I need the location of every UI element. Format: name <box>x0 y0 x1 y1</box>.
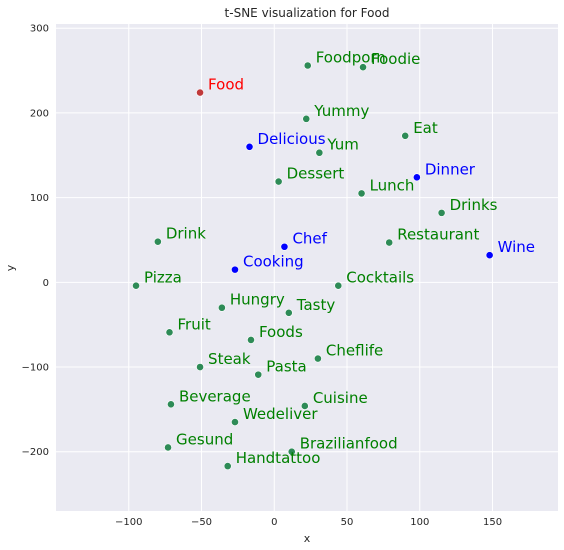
data-point-tasty <box>284 308 293 317</box>
data-point-foodie <box>359 63 367 72</box>
data-point-hungry <box>217 303 226 312</box>
point-label-dinner: Dinner <box>425 160 476 178</box>
y-tick-label: 300 <box>30 24 49 35</box>
data-point-yummy <box>302 114 311 123</box>
point-label-restaurant: Restaurant <box>397 226 479 244</box>
x-tick-label: −100 <box>115 517 142 528</box>
chart-title: t-SNE visualization for Food <box>225 6 390 20</box>
data-point-lunch <box>357 189 366 198</box>
y-tick-label: −200 <box>22 447 49 458</box>
x-tick-label: 0 <box>271 517 277 528</box>
x-tick-labels: −100 −50 0 50 100 150 <box>115 517 502 528</box>
point-label-cocktails: Cocktails <box>346 269 414 287</box>
data-point-foodporn <box>303 61 312 70</box>
data-point-cocktails <box>334 281 343 290</box>
data-point-eat <box>401 131 410 140</box>
point-label-foodie: Foodie <box>371 50 420 68</box>
data-point-gesund <box>164 443 172 452</box>
point-label-handtattoo: Handtattoo <box>236 449 321 467</box>
point-label-cheflife: Cheflife <box>326 342 383 360</box>
x-axis-label: x <box>304 532 311 545</box>
data-point-foods <box>247 336 255 344</box>
data-point-restaurant <box>385 238 394 247</box>
point-label-gesund: Gesund <box>176 430 233 448</box>
point-label-wedeliver: Wedeliver <box>243 405 318 423</box>
data-point-brazilianfood <box>287 447 296 456</box>
point-label-steak: Steak <box>208 350 251 368</box>
point-label-hungry: Hungry <box>230 291 285 309</box>
x-tick-label: 150 <box>483 517 502 528</box>
data-point-pasta <box>254 370 263 379</box>
data-point-fruit <box>165 328 174 337</box>
data-points <box>132 61 494 471</box>
grid <box>56 24 558 511</box>
data-point-cooking <box>231 265 239 274</box>
data-point-dinner <box>412 173 421 182</box>
point-label-tasty: Tasty <box>296 296 336 314</box>
point-label-drinks: Drinks <box>450 196 498 214</box>
y-tick-label: −100 <box>22 363 49 374</box>
data-point-delicious <box>245 142 254 151</box>
point-label-beverage: Beverage <box>179 387 251 405</box>
data-point-beverage <box>167 400 175 409</box>
point-label-eat: Eat <box>413 119 438 137</box>
data-point-food <box>196 88 204 97</box>
data-point-drinks <box>437 208 446 217</box>
point-label-chef: Chef <box>292 230 327 248</box>
plot-area <box>56 24 558 511</box>
data-point-steak <box>196 363 204 371</box>
data-point-wedeliver <box>231 418 239 426</box>
point-label-lunch: Lunch <box>370 176 415 194</box>
x-tick-label: −50 <box>191 517 212 528</box>
point-label-delicious: Delicious <box>258 130 326 148</box>
data-point-handtattoo <box>223 462 232 471</box>
point-label-drink: Drink <box>166 225 206 243</box>
point-label-foodporn: Foodporn <box>316 49 386 67</box>
data-point-dessert <box>274 177 283 186</box>
data-point-chef <box>280 242 289 251</box>
point-label-cuisine: Cuisine <box>313 389 368 407</box>
point-label-foods: Foods <box>259 323 303 341</box>
point-label-food: Food <box>208 76 244 94</box>
y-tick-label: 200 <box>30 108 49 119</box>
point-label-cooking: Cooking <box>243 253 304 271</box>
point-label-dessert: Dessert <box>287 165 345 183</box>
data-point-pizza <box>132 281 140 290</box>
point-label-pasta: Pasta <box>266 358 306 376</box>
point-label-yum: Yum <box>326 136 359 154</box>
point-label-pizza: Pizza <box>144 269 182 287</box>
y-tick-label: 0 <box>43 278 49 289</box>
point-label-fruit: Fruit <box>177 315 210 333</box>
data-point-cheflife <box>314 354 322 363</box>
data-point-drink <box>153 237 162 246</box>
data-point-cuisine <box>300 402 309 410</box>
point-label-wine: Wine <box>498 238 535 256</box>
x-tick-label: 50 <box>341 517 354 528</box>
x-tick-label: 100 <box>410 517 429 528</box>
point-label-brazilianfood: Brazilianfood <box>300 435 398 453</box>
y-tick-labels: −200 −100 0 100 200 300 <box>22 24 49 458</box>
y-tick-label: 100 <box>30 193 49 204</box>
data-point-yum <box>315 148 324 157</box>
data-point-wine <box>485 251 494 260</box>
y-axis-label: y <box>4 264 17 271</box>
point-label-yummy: Yummy <box>313 102 369 120</box>
